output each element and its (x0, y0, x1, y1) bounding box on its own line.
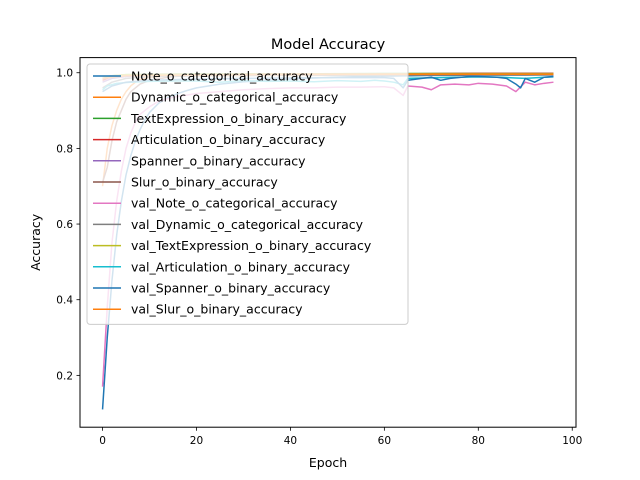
plot-frame (79, 57, 577, 428)
legend-label-6: val_Note_o_categorical_accuracy (131, 196, 338, 211)
legend-label-4: Spanner_o_binary_accuracy (131, 153, 306, 168)
legend-label-0: Note_o_categorical_accuracy (131, 69, 313, 84)
y-tick-label: 1.0 (56, 68, 73, 80)
legend-label-3: Articulation_o_binary_accuracy (131, 132, 326, 147)
x-axis-ticks: 0 20 40 60 80 100 (99, 427, 582, 447)
legend-label-11: val_Slur_o_binary_accuracy (131, 302, 303, 317)
y-tick-label: 0.4 (56, 295, 73, 307)
x-tick-label: 0 (99, 435, 106, 447)
x-tick-label: 40 (284, 435, 297, 447)
legend-label-5: Slur_o_binary_accuracy (131, 175, 278, 190)
legend-box (86, 63, 409, 325)
y-axis-ticks: 0.2 0.4 0.6 0.8 1.0 (56, 68, 80, 382)
y-tick-label: 0.2 (56, 370, 73, 382)
x-tick-label: 80 (472, 435, 485, 447)
chart-title: Model Accuracy (271, 37, 386, 53)
legend-label-8: val_TextExpression_o_binary_accuracy (131, 238, 372, 253)
y-tick-label: 0.8 (56, 143, 73, 155)
legend-label-1: Dynamic_o_categorical_accuracy (131, 90, 339, 105)
legend-label-10: val_Spanner_o_binary_accuracy (131, 281, 331, 296)
x-axis-label: Epoch (309, 455, 347, 470)
legend-label-9: val_Articulation_o_binary_accuracy (131, 259, 351, 274)
legend: Note_o_categorical_accuracy Dynamic_o_cat… (86, 63, 409, 325)
x-tick-label: 60 (378, 435, 391, 447)
x-tick-label: 100 (562, 435, 582, 447)
legend-label-2: TextExpression_o_binary_accuracy (130, 111, 347, 126)
y-axis-label: Accuracy (28, 213, 43, 271)
legend-label-7: val_Dynamic_o_categorical_accuracy (131, 217, 364, 232)
x-tick-label: 20 (190, 435, 203, 447)
y-tick-label: 0.6 (56, 219, 73, 231)
